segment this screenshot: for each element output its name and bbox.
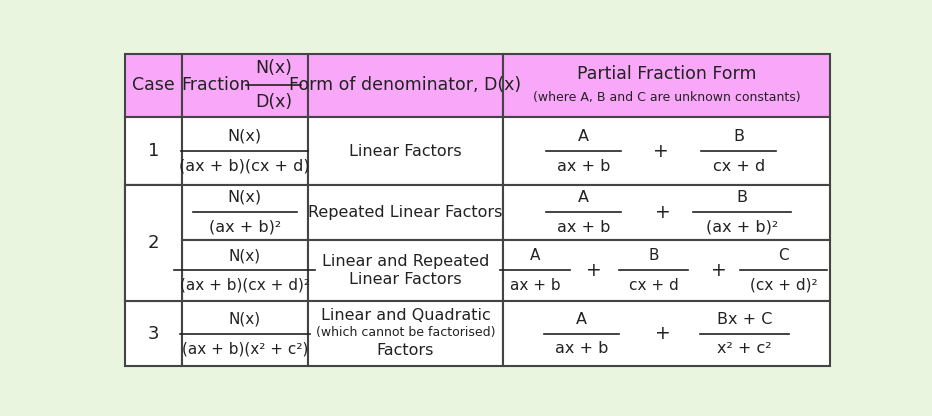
Text: ax + b: ax + b — [556, 220, 610, 235]
Bar — [308, 240, 503, 301]
Text: ax + b: ax + b — [555, 341, 608, 356]
Bar — [125, 185, 182, 240]
Text: N(x): N(x) — [227, 190, 262, 205]
Bar — [125, 117, 182, 185]
Text: x² + c²: x² + c² — [718, 341, 772, 356]
Text: C: C — [778, 248, 788, 263]
Text: B: B — [733, 129, 745, 144]
Text: B: B — [737, 190, 747, 205]
Text: (ax + b)(cx + d)²: (ax + b)(cx + d)² — [180, 278, 309, 293]
Text: Partial Fraction Form: Partial Fraction Form — [577, 65, 756, 83]
Text: (ax + b)²: (ax + b)² — [209, 220, 281, 235]
Text: +: + — [655, 324, 671, 343]
Bar — [125, 185, 182, 301]
Bar — [503, 185, 830, 240]
Text: cx + d: cx + d — [629, 278, 678, 293]
Text: Form of denominator, D(x): Form of denominator, D(x) — [289, 77, 522, 94]
Text: +: + — [711, 261, 726, 280]
Bar — [125, 240, 182, 301]
Bar — [308, 117, 503, 185]
Text: (ax + b)(x² + c²): (ax + b)(x² + c²) — [182, 341, 308, 356]
Bar — [503, 301, 830, 366]
Text: 1: 1 — [147, 142, 159, 160]
Bar — [503, 117, 830, 185]
Text: A: A — [578, 129, 589, 144]
Text: 3: 3 — [147, 325, 159, 343]
Text: +: + — [655, 203, 671, 222]
Text: Factors: Factors — [377, 343, 434, 358]
Text: (which cannot be factorised): (which cannot be factorised) — [316, 326, 495, 339]
Text: ax + b: ax + b — [510, 278, 560, 293]
Text: Bx + C: Bx + C — [717, 312, 773, 327]
Text: (where A, B and C are unknown constants): (where A, B and C are unknown constants) — [533, 91, 801, 104]
Bar — [125, 301, 182, 366]
Text: Linear Factors: Linear Factors — [350, 144, 461, 158]
Bar — [503, 54, 830, 117]
Text: Linear and Repeated: Linear and Repeated — [322, 254, 489, 269]
Text: Repeated Linear Factors: Repeated Linear Factors — [308, 205, 502, 220]
Text: +: + — [586, 261, 602, 280]
Text: A: A — [578, 190, 589, 205]
Text: (ax + b)(cx + d): (ax + b)(cx + d) — [179, 158, 310, 173]
Bar — [503, 240, 830, 301]
Text: Linear Factors: Linear Factors — [350, 272, 461, 287]
Bar — [182, 301, 308, 366]
Bar — [308, 185, 503, 240]
Bar — [182, 240, 308, 301]
Text: N(x): N(x) — [228, 312, 261, 327]
Bar — [125, 54, 182, 117]
Text: D(x): D(x) — [255, 94, 292, 111]
Text: (cx + d)²: (cx + d)² — [749, 278, 817, 293]
Text: cx + d: cx + d — [713, 158, 765, 173]
Bar — [308, 54, 503, 117]
Text: N(x): N(x) — [255, 59, 292, 77]
Text: Fraction: Fraction — [181, 77, 251, 94]
Text: N(x): N(x) — [227, 129, 262, 144]
Text: N(x): N(x) — [228, 248, 261, 263]
Text: B: B — [649, 248, 659, 263]
Text: ax + b: ax + b — [556, 158, 610, 173]
Bar — [182, 185, 308, 240]
Bar — [182, 117, 308, 185]
Text: Linear and Quadratic: Linear and Quadratic — [321, 308, 490, 323]
Text: 2: 2 — [147, 234, 159, 252]
Text: (ax + b)²: (ax + b)² — [706, 220, 778, 235]
Text: A: A — [576, 312, 587, 327]
Bar — [308, 301, 503, 366]
Text: A: A — [530, 248, 541, 263]
Bar — [182, 54, 308, 117]
Text: Case: Case — [132, 77, 174, 94]
Text: +: + — [653, 141, 669, 161]
